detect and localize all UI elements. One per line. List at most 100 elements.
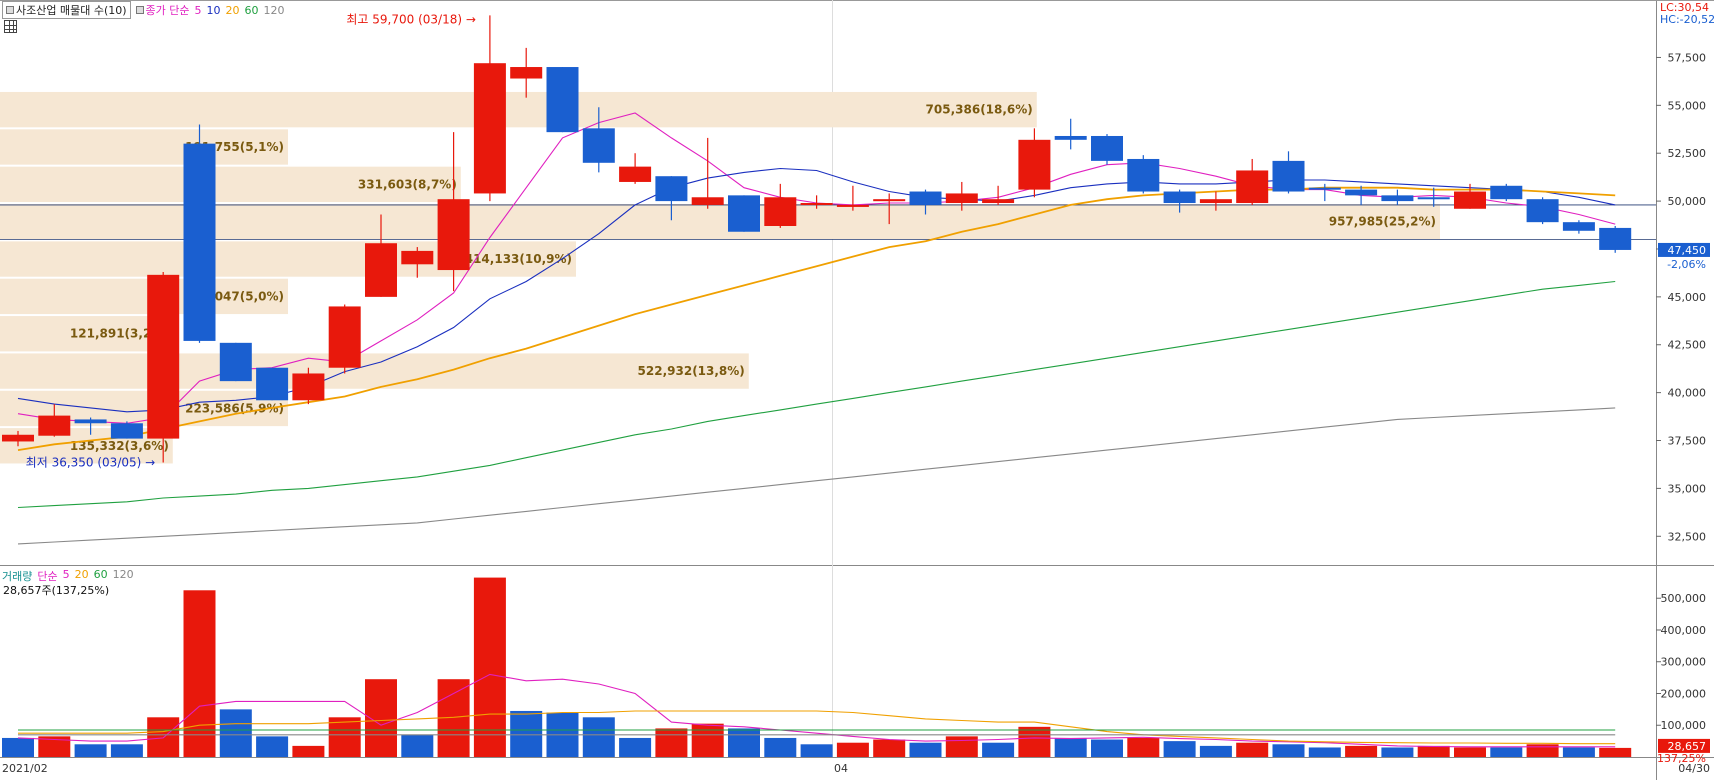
candle: [1308, 183, 1341, 202]
volume-profile-band: [0, 204, 1440, 240]
candle-body: [691, 197, 724, 205]
price-y-tick-label: 57,500: [1668, 51, 1707, 64]
candle-body: [1381, 195, 1414, 202]
price-y-tick-label: 42,500: [1668, 339, 1707, 352]
volume-profile-label: 331,603(8,7%): [358, 177, 457, 191]
grid-table-icon[interactable]: [4, 20, 17, 33]
candle-body: [546, 67, 579, 133]
candle: [110, 421, 143, 439]
candle-body: [256, 367, 289, 401]
vol-ma-20-line: [18, 710, 1616, 745]
low-price-annotation: 최저 36,350 (03/05) →: [26, 456, 156, 470]
volume-profile: 135,332(3,6%) 223,586(5,9%) 522,932(13,8%)…: [0, 91, 1440, 464]
candle: [945, 181, 978, 211]
price-ma-label-text: 종가 단순: [145, 4, 190, 17]
candle: [1054, 118, 1087, 150]
candle: [1345, 185, 1378, 205]
price-y-tick-label: 32,500: [1668, 530, 1707, 543]
volume-bar: [1562, 747, 1595, 757]
volume-bar: [836, 742, 869, 757]
candle-body: [1417, 197, 1450, 200]
ma-5-label: 5: [194, 3, 202, 17]
volume-current-value: 28,657주(137,25%): [3, 584, 110, 597]
candle: [764, 183, 797, 228]
price-y-tick-label: 52,500: [1668, 147, 1707, 160]
volume-bar: [1417, 745, 1450, 757]
volume-bar: [328, 717, 361, 757]
vol-ma-120-label: 120: [112, 568, 134, 581]
volume-bar: [1454, 747, 1486, 757]
candle: [1599, 226, 1632, 253]
candle-body: [1163, 191, 1196, 204]
candle: [510, 47, 543, 98]
last-price-value: 47,450: [1668, 244, 1707, 257]
candle-body: [1526, 199, 1559, 223]
volume-bar: [909, 742, 942, 757]
volume-bar: [292, 745, 325, 757]
volume-bar: [728, 728, 760, 757]
last-volume-change: 137,25%: [1657, 752, 1706, 765]
candle: [256, 367, 289, 401]
candle-body: [219, 342, 252, 382]
volume-bar: [74, 744, 107, 757]
candle: [1018, 128, 1051, 198]
volume-bar: [1127, 737, 1160, 757]
candle-body: [728, 195, 760, 232]
volume-profile-band: [0, 428, 173, 464]
x-label-start: 2021/02: [2, 762, 48, 775]
volume-bar: [1018, 726, 1051, 757]
candle: [836, 185, 869, 211]
volume-moving-averages: [17, 673, 1616, 748]
candle: [1236, 158, 1269, 205]
candle: [1127, 155, 1160, 194]
volume-profile-band: [0, 316, 173, 352]
volume-profile-label: 414,133(10,9%): [465, 252, 572, 266]
volume-bar: [1308, 747, 1341, 757]
candle-body: [183, 143, 216, 341]
candle-body: [1272, 160, 1305, 192]
volume-profile-band: [0, 91, 1037, 128]
candle: [1454, 183, 1486, 209]
volume-bar: [982, 742, 1015, 757]
candle: [546, 67, 579, 133]
volume-profile-band: [0, 166, 461, 203]
volume-profile-label: 522,932(13,8%): [638, 364, 745, 378]
price-legend: 사조산업 매물대 수(10) 종가 단순 5 10 20 60 120: [2, 1, 285, 19]
volume-bar: [1599, 747, 1632, 757]
volume-bar: [873, 739, 906, 757]
candle-body: [873, 199, 906, 202]
candle-body: [655, 176, 688, 202]
candle-body: [1199, 199, 1232, 204]
volume-bar: [256, 736, 289, 757]
volume-bar: [582, 717, 615, 757]
price-ma-label[interactable]: 종가 단순: [135, 2, 190, 18]
lc-value: LC:30,54: [1660, 1, 1710, 14]
x-label-mid: 04: [834, 762, 848, 775]
candle: [1091, 134, 1123, 165]
volume-profile-label: 705,386(18,6%): [926, 103, 1033, 117]
candle-body: [38, 415, 71, 436]
volume-bar: [2, 737, 34, 757]
volume-bar: [1199, 745, 1232, 757]
volume-y-tick-label: 200,000: [1661, 687, 1707, 700]
candle-body: [619, 166, 652, 182]
volume-bar: [183, 590, 216, 757]
volume-profile-label: 957,985(25,2%): [1329, 215, 1436, 229]
candle: [365, 214, 397, 297]
candle: [38, 404, 71, 437]
volume-bar: [1163, 741, 1196, 757]
price-y-tick-label: 50,000: [1668, 195, 1707, 208]
volume-bar: [1272, 744, 1305, 757]
volume-bar: [510, 710, 543, 757]
chart-title[interactable]: 사조산업 매물대 수(10): [2, 1, 131, 19]
candle-body: [1236, 170, 1269, 204]
volume-bars: [2, 577, 1632, 757]
last-price-tag: [1658, 242, 1710, 257]
candle: [2, 430, 34, 447]
candle: [401, 247, 434, 278]
ma-20-label: 20: [225, 3, 240, 17]
volume-label[interactable]: 거래량: [2, 570, 33, 583]
volume-bar: [401, 734, 434, 757]
